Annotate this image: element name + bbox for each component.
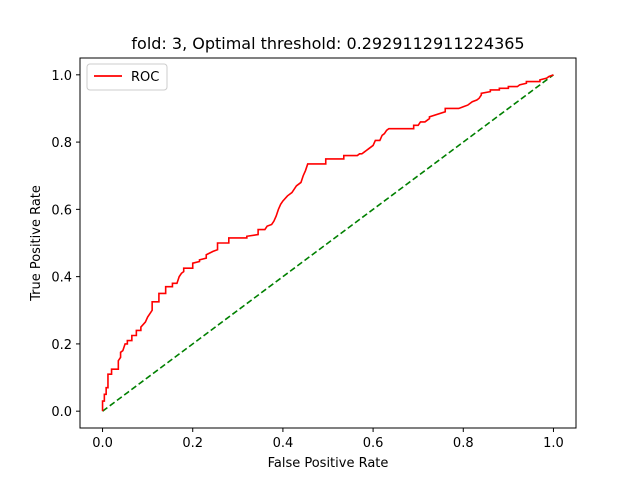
x-axis-label: False Positive Rate <box>268 456 389 471</box>
y-tick-label: 0.8 <box>51 136 72 151</box>
y-axis-ticks: 0.0 0.2 0.4 0.6 0.8 1.0 <box>51 69 80 420</box>
y-tick-label: 0.4 <box>51 271 72 286</box>
legend-roc-label: ROC <box>131 70 159 85</box>
y-tick-label: 0.2 <box>51 338 72 353</box>
x-tick-label: 0.2 <box>182 436 203 451</box>
x-tick-label: 0.8 <box>453 436 474 451</box>
x-tick-label: 0.6 <box>363 436 384 451</box>
legend-box <box>86 63 168 91</box>
chart-title: fold: 3, Optimal threshold: 0.2929112911… <box>131 34 524 53</box>
y-tick-label: 0.6 <box>51 203 72 218</box>
legend: ROC <box>86 63 168 91</box>
x-tick-label: 0.0 <box>92 436 113 451</box>
plot-area <box>79 57 577 429</box>
chance-diagonal-line <box>102 74 554 412</box>
x-axis-ticks: 0.0 0.2 0.4 0.6 0.8 1.0 <box>92 428 564 451</box>
x-tick-label: 0.4 <box>273 436 294 451</box>
x-tick-label: 1.0 <box>543 436 564 451</box>
roc-curve-line <box>101 74 554 412</box>
series-layer <box>101 74 554 412</box>
y-tick-label: 1.0 <box>51 69 72 84</box>
y-tick-label: 0.0 <box>51 405 72 420</box>
axes-frame <box>79 57 577 429</box>
y-axis-label: True Positive Rate <box>29 185 44 302</box>
